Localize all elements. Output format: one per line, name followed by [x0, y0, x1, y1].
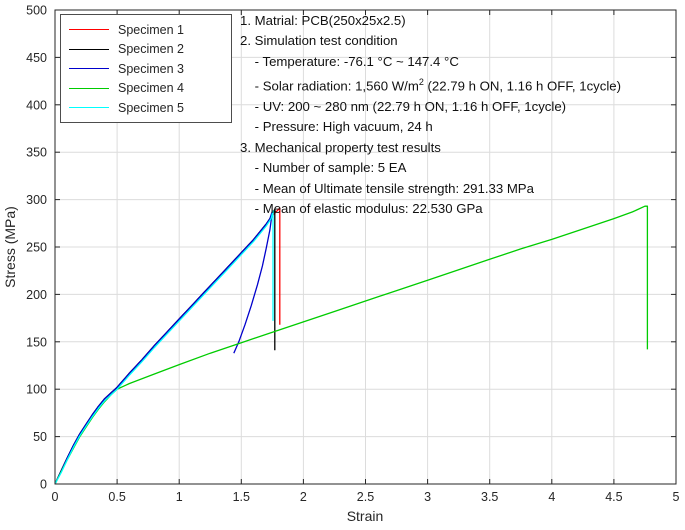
annotation-line: 1. Matrial: PCB(250x25x2.5) [240, 13, 406, 28]
x-tick-label: 0 [52, 490, 59, 504]
legend-label: Specimen 5 [118, 100, 185, 115]
y-tick-label: 250 [26, 241, 47, 255]
x-tick-label: 4.5 [605, 490, 622, 504]
x-tick-label: 1.5 [233, 490, 250, 504]
legend-item: Specimen 1 [61, 20, 231, 40]
series-line-specimen-5 [54, 210, 274, 485]
legend-label: Specimen 1 [118, 22, 185, 37]
y-tick-label: 400 [26, 98, 47, 112]
legend-label: Specimen 4 [118, 81, 185, 96]
legend-item: Specimen 3 [61, 59, 231, 79]
annotation-line: 2. Simulation test condition [240, 33, 398, 49]
y-tick-label: 300 [26, 193, 47, 207]
y-tick-label: 500 [26, 4, 47, 18]
y-tick-label: 0 [40, 478, 47, 492]
annotation-line: - Solar radiation: 1,560 W/m2 (22.79 h O… [240, 77, 622, 94]
legend-line-swatch [69, 107, 109, 109]
x-tick-label: 5 [673, 490, 680, 504]
y-tick-label: 50 [33, 430, 47, 444]
y-tick-label: 150 [26, 335, 47, 349]
x-tick-label: 1 [176, 490, 183, 504]
y-tick-label: 450 [26, 51, 47, 65]
annotation-line: - Mean of elastic modulus: 22.530 GPa [240, 201, 483, 217]
y-tick-label: 100 [26, 383, 47, 397]
annotation-block: 1. Matrial: PCB(250x25x2.5) 2. Simulation… [240, 11, 621, 219]
x-tick-label: 4 [548, 490, 555, 504]
legend-line-swatch [69, 48, 109, 50]
x-tick-label: 0.5 [108, 490, 125, 504]
x-axis-label: Strain [347, 508, 384, 524]
legend-item: Specimen 2 [61, 40, 231, 60]
legend-line-swatch [69, 68, 109, 70]
annotation-line: - Temperature: -76.1 °C ~ 147.4 °C [240, 53, 459, 69]
axes: 0 0.5 1 1.5 2 2.5 3 3.5 4 4.5 50501001502002503003… [26, 4, 679, 505]
x-tick-label: 2.5 [357, 490, 374, 504]
x-tick-label: 3.5 [481, 490, 498, 504]
superscript: 2 [418, 77, 424, 88]
y-tick-label: 350 [26, 146, 47, 160]
series-lines [54, 205, 649, 485]
legend-label: Specimen 2 [118, 42, 185, 57]
annotation-line: - UV: 200 ~ 280 nm (22.79 h ON, 1.16 h O… [240, 99, 567, 115]
annotation-line: - Number of sample: 5 EA [240, 160, 407, 176]
series-line-specimen-2 [54, 208, 276, 485]
legend-label: Specimen 3 [118, 61, 185, 76]
series-line-specimen-3 [54, 210, 274, 485]
legend: Specimen 1 Specimen 2 Specimen 3 Specimen 4… [60, 14, 232, 123]
annotation-line: 3. Mechanical property test results [240, 139, 441, 155]
series-line-specimen-4 [54, 205, 649, 485]
legend-line-swatch [69, 29, 109, 31]
legend-line-swatch [69, 87, 109, 89]
y-tick-label: 200 [26, 288, 47, 302]
annotation-line: - Mean of Ultimate tensile strength: 291… [240, 180, 534, 196]
annotation-line: - Pressure: High vacuum, 24 h [240, 119, 433, 135]
x-tick-label: 2 [300, 490, 307, 504]
y-axis-label: Stress (MPa) [2, 206, 18, 288]
legend-item: Specimen 4 [61, 79, 231, 99]
legend-item: Specimen 5 [61, 98, 231, 118]
x-tick-label: 3 [424, 490, 431, 504]
